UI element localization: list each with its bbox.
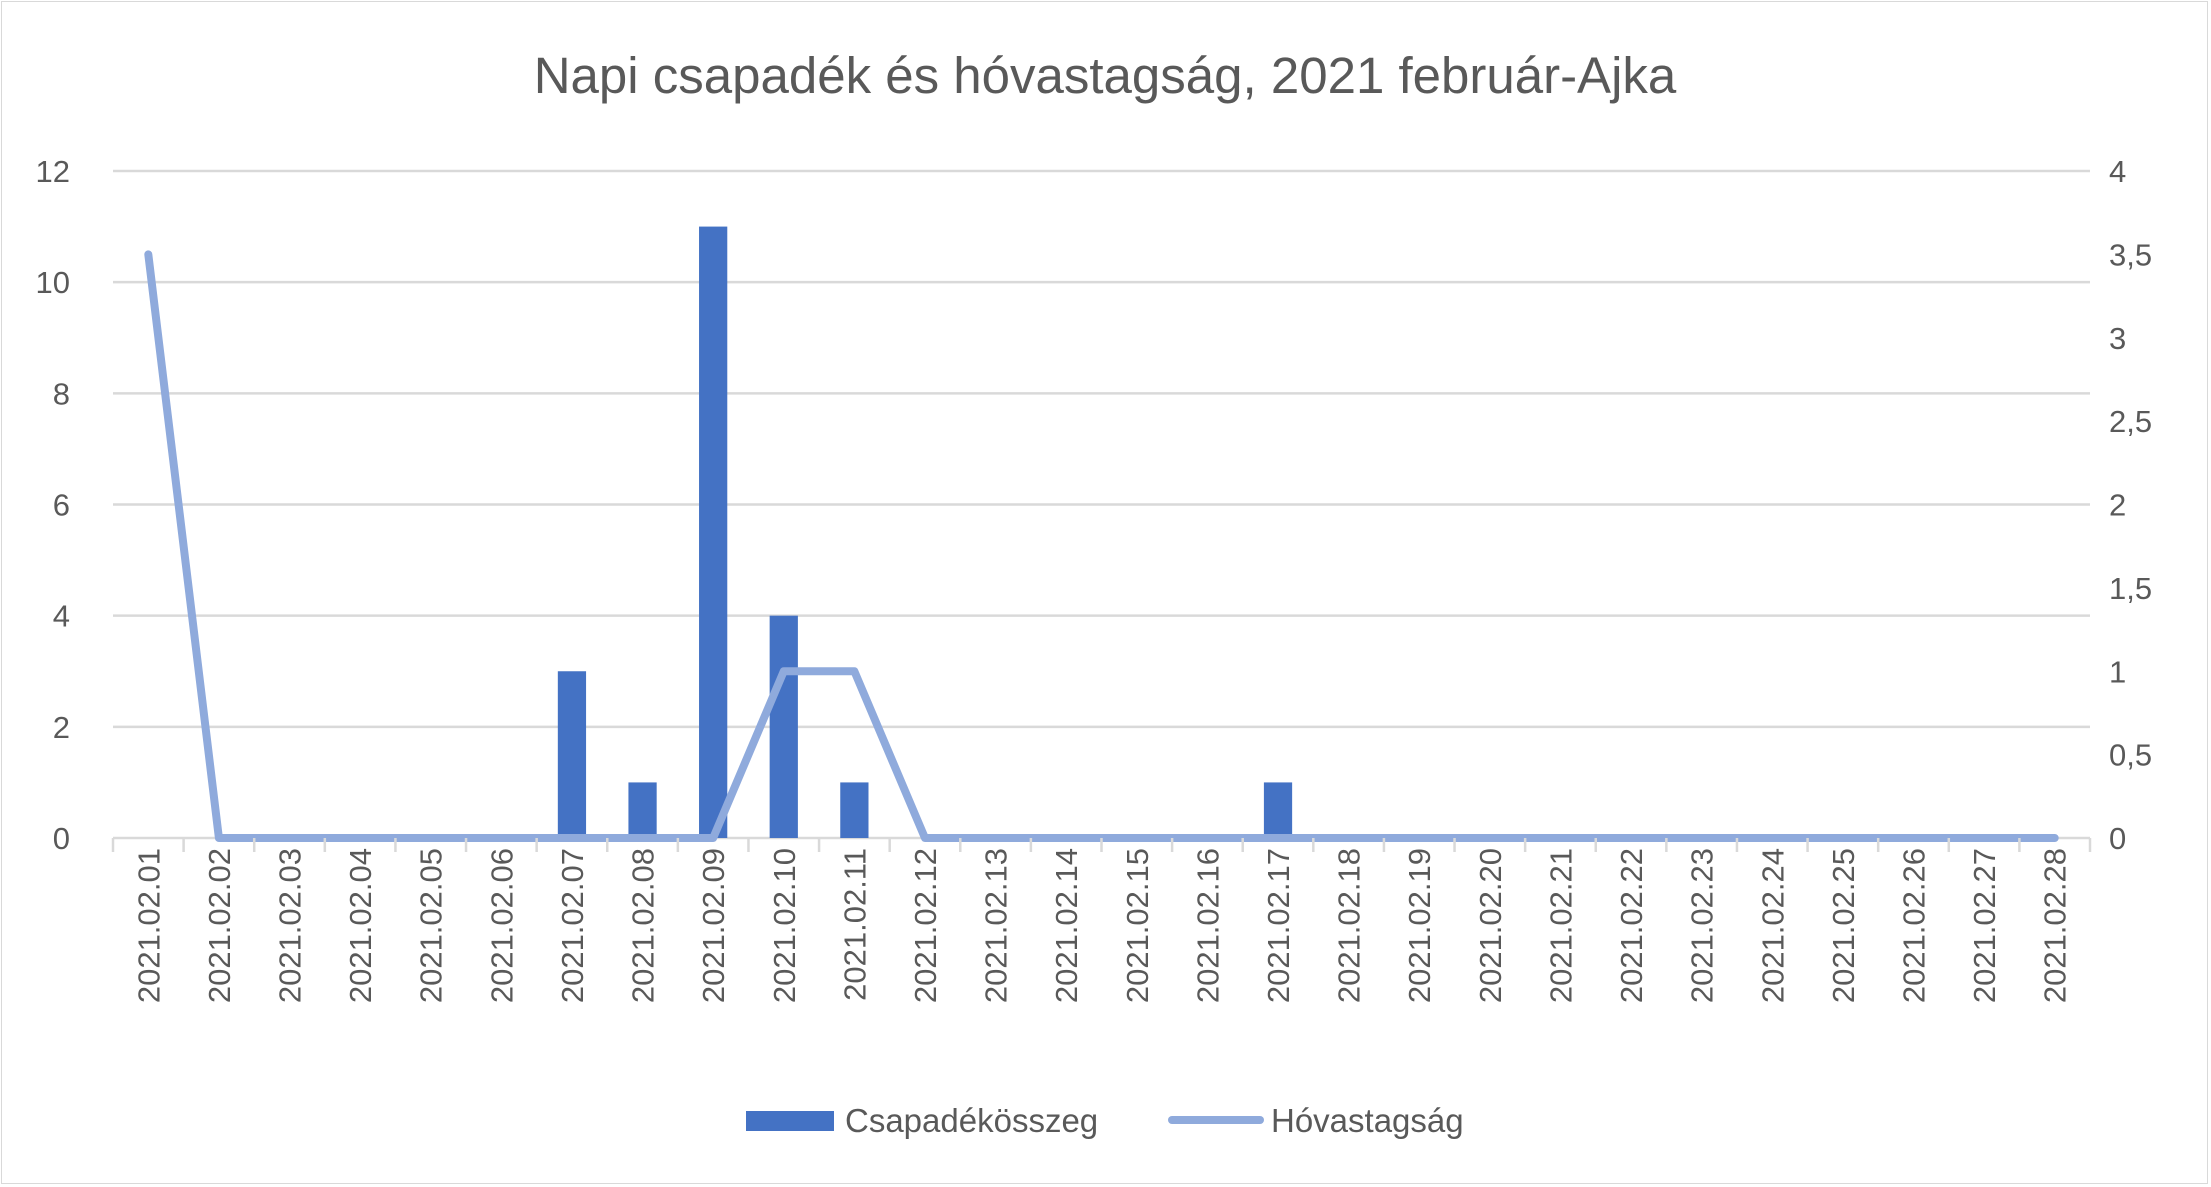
chart-title: Napi csapadék és hóvastagság, 2021 febru… <box>534 47 1677 104</box>
x-axis-tick-label: 2021.02.23 <box>1685 848 1720 1003</box>
left-axis-tick-label: 0 <box>53 821 70 856</box>
right-axis-tick-label: 3,5 <box>2109 237 2152 272</box>
legend: Csapadékösszeg Hóvastagság <box>746 1102 1464 1139</box>
x-axis-tick-label: 2021.02.02 <box>202 848 237 1003</box>
bar <box>769 615 798 838</box>
right-axis-tick-label: 1,5 <box>2109 571 2152 606</box>
x-axis-tick-label: 2021.02.19 <box>1402 848 1437 1003</box>
line-series <box>144 250 2059 842</box>
x-axis-tick-label: 2021.02.11 <box>837 848 872 1001</box>
x-axis-tick-label: 2021.02.05 <box>414 848 449 1003</box>
right-axis-tick-label: 3 <box>2109 321 2126 356</box>
left-axis-tick-label: 6 <box>53 488 70 523</box>
right-axis-tick-label: 1 <box>2109 654 2126 689</box>
bar <box>699 226 728 839</box>
bar <box>840 782 869 838</box>
x-axis-tick-label: 2021.02.12 <box>908 848 943 1003</box>
right-axis-tick-label: 2 <box>2109 488 2126 523</box>
left-axis-tick-label: 2 <box>53 710 70 745</box>
legend-bar-swatch <box>746 1111 834 1131</box>
x-axis-tick-label: 2021.02.16 <box>1190 848 1225 1003</box>
left-axis-tick-label: 4 <box>53 599 70 634</box>
x-axis-tick-label: 2021.02.07 <box>555 848 590 1003</box>
legend-label: Csapadékösszeg <box>845 1102 1098 1139</box>
x-axis-tick-label: 2021.02.24 <box>1755 848 1790 1003</box>
x-axis-tick-label: 2021.02.17 <box>1261 848 1296 1003</box>
left-axis-tick-label: 8 <box>53 376 70 411</box>
x-axis-tick-label: 2021.02.09 <box>696 848 731 1003</box>
right-axis-tick-label: 0 <box>2109 821 2126 856</box>
left-axis-tick-label: 12 <box>36 154 70 189</box>
x-axis-tick-label: 2021.02.03 <box>273 848 308 1003</box>
x-axis-tick-label: 2021.02.20 <box>1473 848 1508 1003</box>
right-axis-tick-label: 0,5 <box>2109 738 2152 773</box>
right-axis-tick-label: 2,5 <box>2109 404 2152 439</box>
x-axis-tick-label: 2021.02.25 <box>1826 848 1861 1003</box>
x-axis-tick-label: 2021.02.01 <box>131 848 166 1003</box>
bar <box>1263 782 1293 838</box>
x-axis-tick-label: 2021.02.04 <box>343 848 378 1003</box>
x-axis-tick-label: 2021.02.15 <box>1120 848 1155 1003</box>
x-axis-tick-label: 2021.02.21 <box>1543 848 1578 1003</box>
right-axis-tick-label: 4 <box>2109 154 2126 189</box>
legend-label: Hóvastagság <box>1271 1102 1464 1139</box>
x-axis-tick-label: 2021.02.14 <box>1049 848 1084 1003</box>
x-axis-tick-label: 2021.02.26 <box>1896 848 1931 1003</box>
x-axis-tick-label: 2021.02.18 <box>1332 848 1367 1003</box>
bar <box>628 782 657 838</box>
x-axis-tick-label: 2021.02.27 <box>1967 848 2002 1003</box>
x-axis-tick-label: 2021.02.06 <box>484 848 519 1003</box>
x-axis-tick-label: 2021.02.28 <box>2038 848 2073 1003</box>
x-axis-tick-label: 2021.02.08 <box>626 848 661 1003</box>
x-axis-tick-label: 2021.02.22 <box>1614 848 1649 1003</box>
x-axis-tick-label: 2021.02.13 <box>979 848 1014 1003</box>
left-axis-tick-label: 10 <box>36 265 70 300</box>
x-axis-tick-label: 2021.02.10 <box>767 848 802 1003</box>
bar <box>557 671 587 838</box>
